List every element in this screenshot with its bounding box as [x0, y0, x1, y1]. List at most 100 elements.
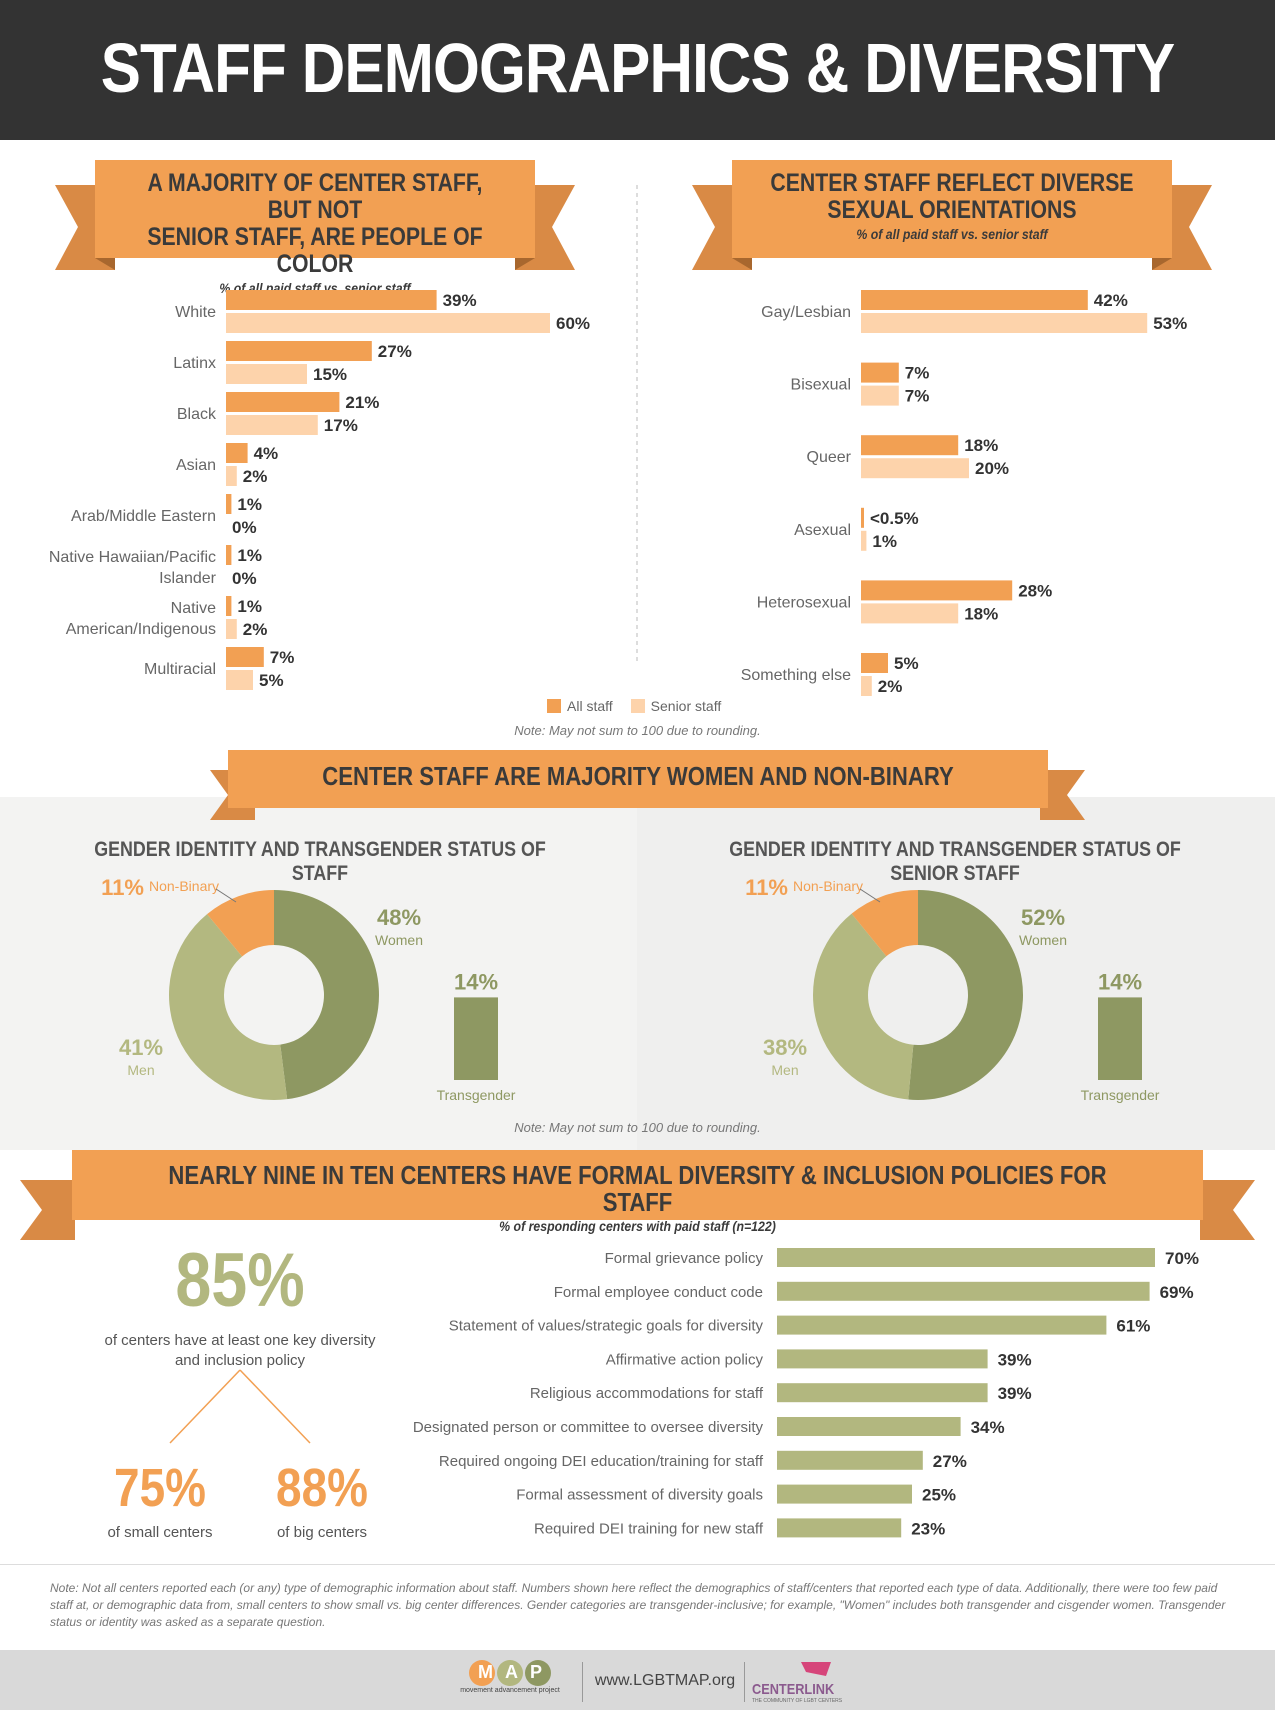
value-label: 5%	[894, 654, 919, 673]
centerlink-flag-icon	[801, 1662, 831, 1676]
value-label: 7%	[905, 364, 930, 383]
note-rounding-top: Note: May not sum to 100 due to rounding…	[514, 723, 761, 738]
map-logo-subtitle: movement advancement project	[460, 1687, 560, 1694]
women-percent: 48%	[377, 905, 421, 930]
value-label: 1%	[237, 495, 262, 514]
donut-slice	[851, 890, 918, 957]
category-label: Asian	[176, 457, 216, 474]
footer-divider-1	[582, 1662, 583, 1702]
footer-divider-2	[744, 1662, 745, 1702]
policy-value: 61%	[1116, 1317, 1150, 1336]
value-label: 21%	[345, 393, 379, 412]
transgender-bar	[1098, 997, 1142, 1080]
policy-value: 39%	[998, 1350, 1032, 1369]
footer-url[interactable]: www.LGBTMAP.org	[594, 1672, 736, 1689]
bar-senior-staff	[861, 676, 872, 696]
policy-bar	[777, 1450, 923, 1470]
legend-swatch-all	[547, 699, 561, 713]
policy-label: Formal grievance policy	[605, 1250, 764, 1267]
legend-swatch-senior	[630, 699, 645, 713]
policy-bar	[777, 1383, 988, 1403]
race-title-line2: SENIOR STAFF, ARE PEOPLE OF COLOR	[147, 223, 483, 278]
men-percent: 38%	[763, 1035, 807, 1060]
policy-value: 39%	[998, 1384, 1032, 1403]
category-label: White	[175, 304, 216, 321]
bar-senior-staff	[861, 458, 969, 479]
policy-label: Designated person or committee to overse…	[413, 1419, 764, 1436]
category-label: Something else	[741, 667, 851, 684]
gender-staff-chart: 48% Women 41% Men 11% Non-Binary 14% Transgende…	[101, 875, 516, 1103]
policy-value: 34%	[971, 1418, 1005, 1437]
bar-senior-staff	[226, 313, 550, 333]
map-logo-text: MAP	[478, 1662, 554, 1682]
orientation-chart: 42% 53% Gay/Lesbian 7% 7% Bisexual 18% 20% Queer…	[741, 290, 1187, 696]
gender-left-heading: GENDER IDENTITY AND TRANSGENDER STATUS O…	[94, 838, 546, 885]
bar-all-staff	[226, 290, 437, 310]
gender-title: CENTER STAFF ARE MAJORITY WOMEN AND NON-…	[322, 761, 954, 791]
bar-senior-staff	[226, 364, 307, 384]
value-label: 18%	[964, 436, 998, 455]
value-label: 1%	[237, 597, 262, 616]
policy-value: 25%	[922, 1486, 956, 1505]
category-label: Queer	[807, 449, 852, 466]
bar-all-staff	[861, 507, 864, 528]
value-label: 1%	[237, 546, 262, 565]
centerlink-logo: CENTERLINK THE COMMUNITY OF LGBT CENTERS	[752, 1660, 872, 1704]
policy-value: 23%	[911, 1519, 945, 1538]
policy-bar	[777, 1248, 1155, 1267]
value-label: 0%	[232, 569, 257, 588]
donut-slice	[908, 890, 1023, 1100]
donut-slice	[274, 890, 380, 1100]
value-label: 7%	[905, 387, 930, 406]
policy-label: Required ongoing DEI education/training …	[439, 1453, 764, 1470]
orientation-title-line2: SEXUAL ORIENTATIONS	[827, 196, 1077, 224]
policy-chart: 70% Formal grievance policy 69% Formal empl…	[413, 1248, 1199, 1538]
centerlink-text: CENTERLINK	[752, 1681, 835, 1698]
footer-bar	[0, 1650, 1275, 1710]
policy-label: Religious accommodations for staff	[530, 1385, 764, 1402]
bar-all-staff	[861, 362, 899, 383]
category-label: Asexual	[794, 522, 851, 539]
policy-value: 27%	[933, 1452, 967, 1471]
bar-all-staff	[226, 341, 372, 361]
gender-banner: CENTER STAFF ARE MAJORITY WOMEN AND NON-…	[228, 763, 1048, 790]
race-title-line1: A MAJORITY OF CENTER STAFF, BUT NOT	[147, 169, 483, 224]
title-bar	[0, 0, 1275, 140]
category-label: American/Indigenous	[66, 621, 216, 638]
gender-right-heading: GENDER IDENTITY AND TRANSGENDER STATUS O…	[729, 838, 1181, 885]
category-label: Native	[171, 600, 216, 617]
value-label: 0%	[232, 518, 257, 537]
value-label: 18%	[964, 604, 998, 623]
category-label: Islander	[159, 570, 217, 587]
transgender-label: Transgender	[1081, 1087, 1160, 1103]
policy-bar	[777, 1417, 961, 1436]
policy-bar	[777, 1349, 988, 1369]
category-label: Gay/Lesbian	[761, 304, 851, 321]
bar-senior-staff	[861, 530, 867, 551]
value-label: 17%	[324, 416, 358, 435]
value-label: 20%	[975, 459, 1009, 478]
category-label: Multiracial	[144, 661, 216, 678]
policy-label: Required DEI training for new staff	[534, 1520, 764, 1537]
value-label: 42%	[1094, 291, 1128, 310]
orientation-title-line1: CENTER STAFF REFLECT DIVERSE	[770, 169, 1134, 197]
policy-bar	[777, 1484, 912, 1504]
transgender-percent: 14%	[454, 969, 498, 994]
value-label: 27%	[378, 342, 412, 361]
category-label: Bisexual	[791, 377, 851, 394]
men-percent: 41%	[119, 1035, 163, 1060]
value-label: 39%	[443, 291, 477, 310]
small-centers: 75% of small centers	[90, 1458, 230, 1541]
bar-all-staff	[226, 545, 232, 565]
policy-label: Formal employee conduct code	[554, 1284, 763, 1301]
value-label: 15%	[313, 365, 347, 384]
bar-all-staff	[861, 580, 1013, 601]
men-label: Men	[771, 1062, 798, 1078]
bar-senior-staff	[226, 415, 318, 435]
women-percent: 52%	[1021, 905, 1065, 930]
race-banner: A MAJORITY OF CENTER STAFF, BUT NOT SENI…	[95, 169, 535, 297]
bar-all-staff	[226, 596, 232, 616]
policy-subtitle: % of responding centers with paid staff …	[499, 1218, 776, 1234]
category-label: Latinx	[173, 355, 216, 372]
